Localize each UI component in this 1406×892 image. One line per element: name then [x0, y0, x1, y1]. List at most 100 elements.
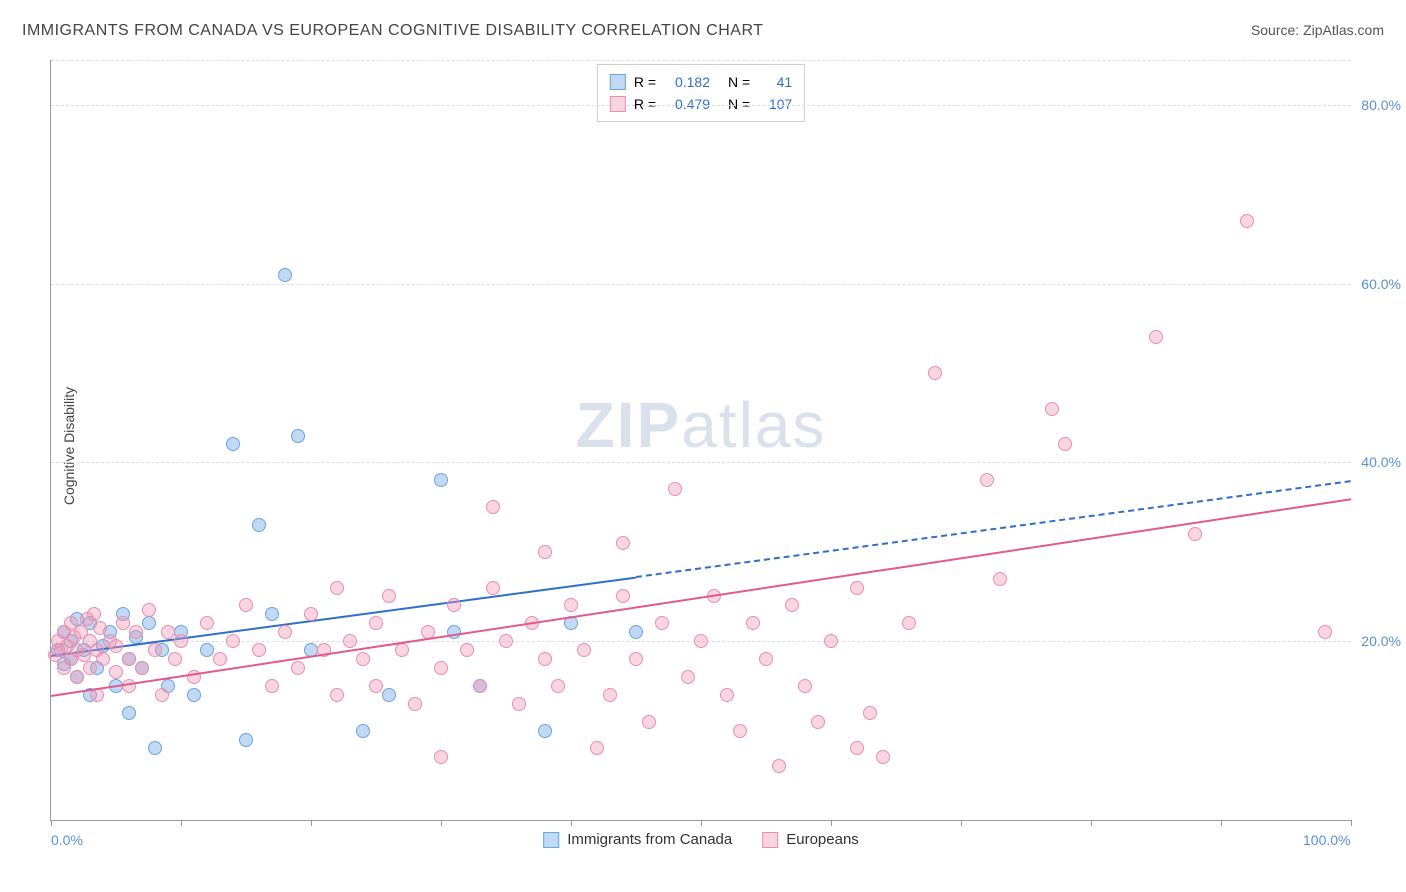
x-tick	[181, 820, 182, 826]
gridline	[51, 462, 1351, 463]
data-point	[668, 482, 682, 496]
data-point	[291, 429, 305, 443]
data-point	[330, 688, 344, 702]
data-point	[1058, 437, 1072, 451]
x-tick	[441, 820, 442, 826]
data-point	[1240, 214, 1254, 228]
legend-row-canada: R = 0.182 N = 41	[610, 71, 792, 93]
data-point	[486, 581, 500, 595]
data-point	[200, 643, 214, 657]
data-point	[980, 473, 994, 487]
data-point	[122, 652, 136, 666]
data-point	[798, 679, 812, 693]
source-prefix: Source:	[1251, 22, 1303, 38]
data-point	[499, 634, 513, 648]
data-point	[239, 733, 253, 747]
x-tick	[1091, 820, 1092, 826]
data-point	[629, 625, 643, 639]
data-point	[369, 616, 383, 630]
data-point	[993, 572, 1007, 586]
data-point	[1045, 402, 1059, 416]
data-point	[824, 634, 838, 648]
y-tick-label: 60.0%	[1356, 276, 1401, 292]
x-tick	[831, 820, 832, 826]
data-point	[343, 634, 357, 648]
series-legend: Immigrants from Canada Europeans	[543, 831, 859, 848]
data-point	[70, 670, 84, 684]
data-point	[486, 500, 500, 514]
swatch-icon	[543, 832, 559, 848]
data-point	[538, 652, 552, 666]
source-link[interactable]: ZipAtlas.com	[1303, 22, 1384, 38]
data-point	[616, 589, 630, 603]
data-point	[278, 268, 292, 282]
data-point	[434, 473, 448, 487]
data-point	[733, 724, 747, 738]
x-tick	[571, 820, 572, 826]
n-value: 41	[758, 71, 792, 93]
data-point	[408, 697, 422, 711]
watermark: ZIPatlas	[576, 388, 827, 462]
data-point	[382, 688, 396, 702]
data-point	[1318, 625, 1332, 639]
data-point	[772, 759, 786, 773]
correlation-legend: R = 0.182 N = 41 R = 0.479 N = 107	[597, 64, 805, 122]
data-point	[252, 643, 266, 657]
data-point	[187, 688, 201, 702]
data-point	[590, 741, 604, 755]
data-point	[759, 652, 773, 666]
data-point	[434, 661, 448, 675]
data-point	[850, 581, 864, 595]
x-axis-label: 100.0%	[1303, 832, 1350, 848]
data-point	[512, 697, 526, 711]
data-point	[304, 607, 318, 621]
data-point	[96, 652, 110, 666]
data-point	[902, 616, 916, 630]
data-point	[356, 724, 370, 738]
data-point	[811, 715, 825, 729]
data-point	[1188, 527, 1202, 541]
data-point	[168, 652, 182, 666]
data-point	[142, 603, 156, 617]
data-point	[447, 598, 461, 612]
data-point	[603, 688, 617, 702]
data-point	[473, 679, 487, 693]
data-point	[382, 589, 396, 603]
data-point	[226, 437, 240, 451]
r-value: 0.182	[664, 71, 710, 93]
gridline	[51, 60, 1351, 61]
data-point	[265, 679, 279, 693]
chart-title: IMMIGRANTS FROM CANADA VS EUROPEAN COGNI…	[22, 22, 764, 40]
trend-line	[636, 480, 1351, 578]
data-point	[616, 536, 630, 550]
x-tick	[1351, 820, 1352, 826]
data-point	[239, 598, 253, 612]
data-point	[655, 616, 669, 630]
gridline	[51, 105, 1351, 106]
data-point	[850, 741, 864, 755]
data-point	[200, 616, 214, 630]
data-point	[395, 643, 409, 657]
x-axis-label: 0.0%	[51, 832, 83, 848]
data-point	[460, 643, 474, 657]
data-point	[785, 598, 799, 612]
legend-item-europeans: Europeans	[762, 831, 859, 848]
x-tick	[701, 820, 702, 826]
data-point	[148, 741, 162, 755]
swatch-icon	[610, 74, 626, 90]
data-point	[135, 661, 149, 675]
legend-item-canada: Immigrants from Canada	[543, 831, 732, 848]
x-tick	[51, 820, 52, 826]
data-point	[720, 688, 734, 702]
data-point	[291, 661, 305, 675]
data-point	[551, 679, 565, 693]
data-point	[538, 545, 552, 559]
data-point	[642, 715, 656, 729]
data-point	[155, 688, 169, 702]
data-point	[265, 607, 279, 621]
y-tick-label: 20.0%	[1356, 633, 1401, 649]
data-point	[148, 643, 162, 657]
data-point	[226, 634, 240, 648]
swatch-icon	[762, 832, 778, 848]
data-point	[129, 625, 143, 639]
